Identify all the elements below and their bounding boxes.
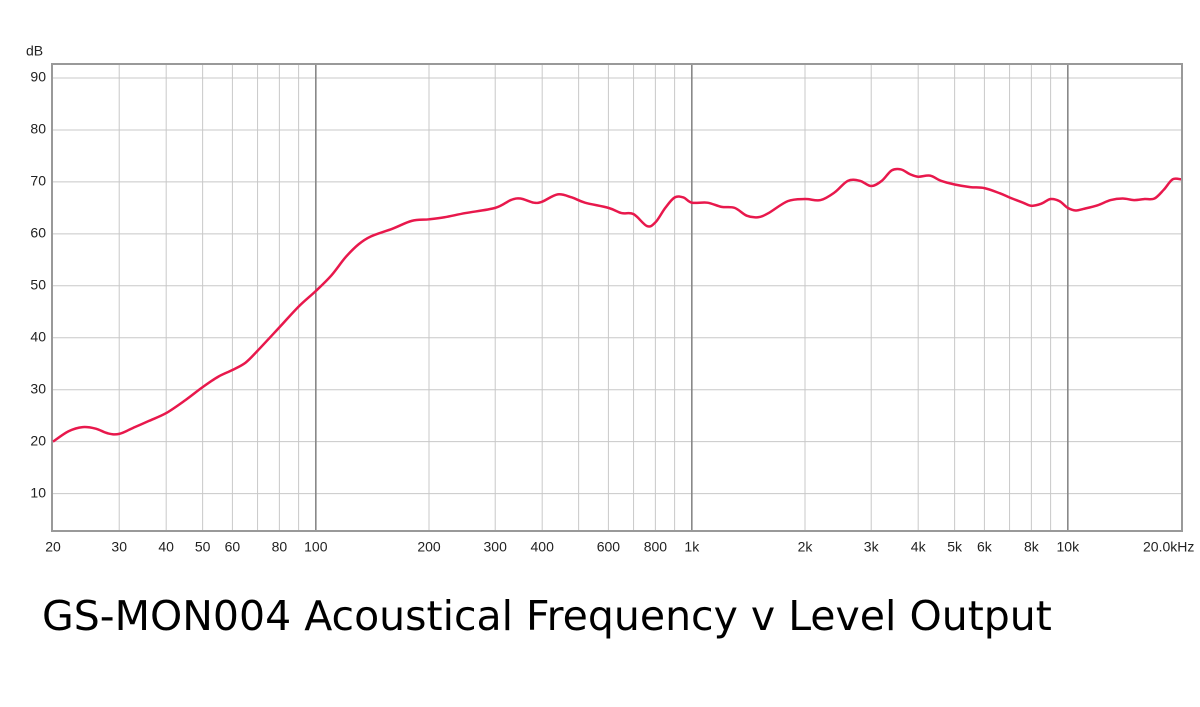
- x-tick-label: 4k: [911, 539, 927, 555]
- y-tick-label: 80: [30, 121, 46, 137]
- x-tick-label: 20: [45, 539, 61, 555]
- x-tick-label: 5k: [947, 539, 963, 555]
- y-tick-label: 30: [30, 380, 46, 396]
- series: [52, 167, 1182, 443]
- x-tick-label: 100: [304, 539, 328, 555]
- x-tick-label: 400: [531, 539, 555, 555]
- line-series: [52, 167, 1182, 443]
- y-tick-label: 20: [30, 432, 46, 448]
- x-tick-label: 6k: [977, 539, 993, 555]
- x-tick-label: 50: [195, 539, 211, 555]
- x-tick-label: 40: [158, 539, 174, 555]
- x-tick-label: 800: [644, 539, 668, 555]
- x-tick-label: 600: [597, 539, 621, 555]
- y-axis-label: dB: [26, 43, 43, 59]
- x-tick-label: 3k: [864, 539, 880, 555]
- x-tick-label: 80: [272, 539, 288, 555]
- x-tick-label: 20.0kHz: [1143, 539, 1194, 555]
- y-tick-label: 60: [30, 225, 46, 241]
- grid: [53, 65, 1181, 530]
- x-tick-label: 60: [225, 539, 241, 555]
- y-tick-label: 40: [30, 328, 46, 344]
- chart-title: GS-MON004 Acoustical Frequency v Level O…: [42, 592, 1052, 640]
- y-tick-label: 50: [30, 277, 46, 293]
- y-tick-label: 10: [30, 484, 46, 500]
- x-tick-label: 300: [484, 539, 508, 555]
- x-tick-label: 10k: [1057, 539, 1081, 555]
- x-tick-label: 1k: [684, 539, 700, 555]
- y-tick-label: 70: [30, 173, 46, 189]
- plot-area: [51, 63, 1183, 532]
- x-tick-label: 8k: [1024, 539, 1040, 555]
- x-tick-label: 30: [111, 539, 127, 555]
- x-tick-label: 2k: [798, 539, 814, 555]
- x-tick-label: 200: [417, 539, 441, 555]
- y-tick-label: 90: [30, 69, 46, 85]
